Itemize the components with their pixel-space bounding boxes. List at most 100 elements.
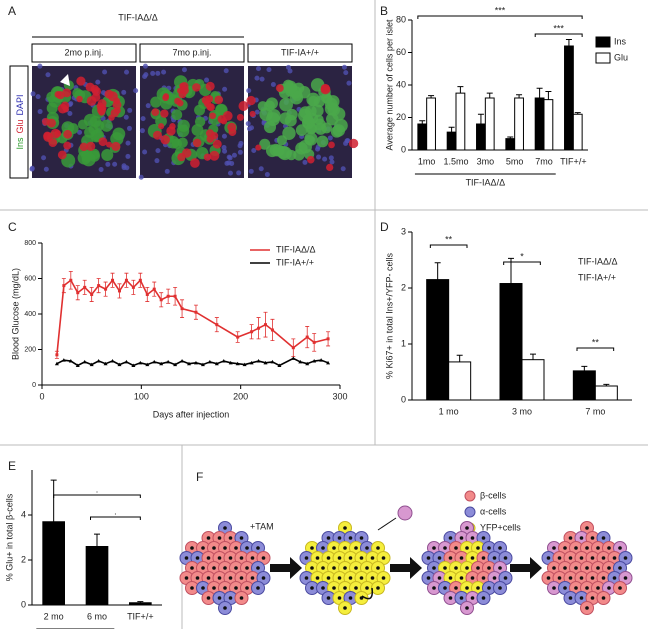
- cell-nucleus: [337, 576, 342, 580]
- cell-nucleus: [601, 556, 606, 560]
- nucleus: [77, 129, 83, 135]
- cell-nucleus: [326, 576, 331, 580]
- legend-cell: [464, 506, 476, 518]
- cell-nucleus: [376, 546, 380, 550]
- micrograph: [29, 63, 139, 178]
- arrow: [270, 557, 302, 579]
- ins-cell: [279, 97, 293, 112]
- marker: [180, 307, 184, 311]
- marker: [264, 323, 267, 327]
- cell-nucleus: [195, 556, 200, 560]
- cell-nucleus: [443, 566, 447, 570]
- nucleus: [139, 128, 145, 134]
- bar: [514, 97, 524, 151]
- cell-nucleus: [552, 566, 556, 570]
- glu-cell: [307, 155, 315, 164]
- cell-nucleus: [601, 596, 606, 600]
- marker: [319, 358, 324, 362]
- x-tick-label: 1.5mo: [443, 156, 468, 166]
- cell-nucleus: [476, 586, 480, 590]
- glu-cell: [214, 95, 224, 105]
- glu-cell: [113, 97, 120, 105]
- cell-nucleus: [206, 576, 211, 580]
- stain-label: Ins: [15, 137, 25, 150]
- cell-nucleus: [552, 586, 556, 590]
- nucleus: [155, 148, 161, 154]
- error-bar: [50, 479, 57, 522]
- cell-nucleus: [503, 556, 508, 560]
- y-tick-label: 40: [396, 79, 406, 89]
- x-tick-label: 200: [233, 391, 248, 401]
- glu-cell: [209, 112, 217, 120]
- glu-cell: [42, 117, 50, 126]
- ins-cell: [295, 124, 308, 137]
- cell-nucleus: [190, 546, 194, 550]
- x-tick-label: TIF+/+: [127, 611, 154, 621]
- nucleus: [329, 159, 335, 165]
- nucleus: [255, 66, 261, 72]
- cell-nucleus: [228, 556, 233, 560]
- glu-cell: [238, 101, 249, 111]
- marker: [159, 298, 163, 302]
- cell-nucleus: [190, 566, 194, 570]
- cell-nucleus: [228, 536, 233, 540]
- cell-nucleus: [459, 576, 464, 580]
- cell-nucleus: [465, 566, 469, 570]
- cell-nucleus: [487, 566, 491, 570]
- significance-bracket: [90, 516, 141, 520]
- marker: [166, 359, 171, 364]
- nucleus: [259, 76, 265, 82]
- glu-cell: [76, 76, 86, 86]
- glu-cell: [246, 95, 256, 106]
- error-bar: [448, 126, 455, 133]
- cell-nucleus: [239, 576, 244, 580]
- cell-nucleus: [448, 556, 453, 560]
- legend-label: β-cells: [480, 490, 507, 500]
- nucleus: [125, 153, 131, 159]
- error-bar: [486, 92, 493, 98]
- glu-cell: [97, 105, 106, 115]
- glu-cell: [104, 89, 114, 99]
- cell-nucleus: [217, 596, 222, 600]
- arrow: [361, 587, 374, 600]
- cell-nucleus: [481, 536, 486, 540]
- cell-nucleus: [590, 576, 595, 580]
- error-bar: [434, 262, 441, 280]
- cell-nucleus: [304, 576, 309, 580]
- cell-nucleus: [223, 606, 227, 610]
- cell-nucleus: [596, 566, 600, 570]
- glu-cell: [174, 97, 182, 105]
- marker: [291, 356, 296, 360]
- column-header: TIF-IA+/+: [281, 47, 319, 57]
- cell-nucleus: [596, 546, 600, 550]
- glu-cell: [348, 138, 359, 149]
- error-bar: [508, 257, 514, 284]
- cell-nucleus: [310, 566, 314, 570]
- cell-nucleus: [426, 556, 431, 560]
- marker: [173, 294, 177, 298]
- legend-label: TIF-IA+/+: [578, 272, 616, 282]
- nucleus: [142, 73, 148, 79]
- cell-nucleus: [426, 576, 431, 580]
- cell-nucleus: [607, 586, 611, 590]
- glu-cell: [227, 122, 237, 132]
- significance-label: **: [592, 337, 600, 347]
- glu-cell: [320, 84, 331, 95]
- nucleus: [302, 159, 308, 165]
- bar: [426, 279, 450, 401]
- cell-nucleus: [223, 526, 227, 530]
- nucleus: [37, 109, 43, 115]
- ins-cell: [46, 91, 58, 103]
- marker: [55, 353, 59, 357]
- nucleus: [264, 172, 270, 178]
- nucleus: [124, 69, 130, 75]
- cell-nucleus: [365, 546, 369, 550]
- cell-nucleus: [381, 556, 386, 560]
- nucleus: [266, 67, 272, 73]
- x-tick-label: 7mo: [535, 156, 553, 166]
- cell-nucleus: [201, 566, 205, 570]
- cell-nucleus: [563, 546, 567, 550]
- nucleus: [221, 145, 227, 151]
- nucleus: [287, 68, 293, 74]
- cell-nucleus: [476, 566, 480, 570]
